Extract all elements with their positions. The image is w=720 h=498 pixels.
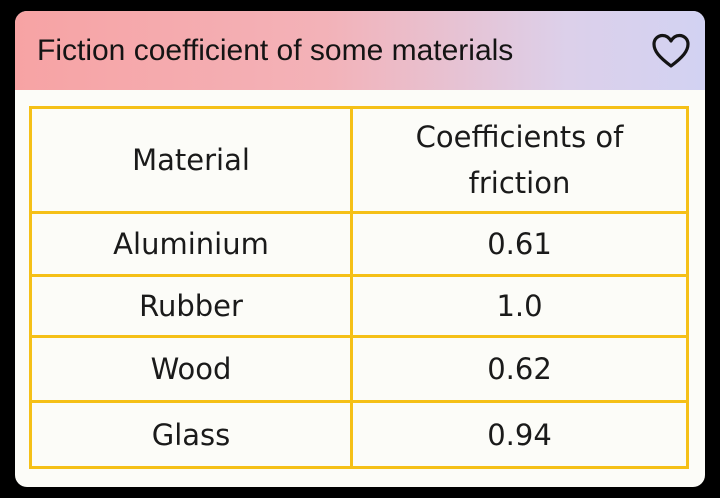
- coefficient-cell: 0.94: [350, 400, 689, 469]
- column-header-coefficient-label: Coefficients of friction: [415, 120, 624, 200]
- table-row: Aluminium 0.61: [29, 211, 689, 277]
- material-cell: Wood: [29, 335, 353, 403]
- card: Fiction coefficient of some materials Ma…: [15, 11, 705, 487]
- coefficient-cell: 1.0: [350, 274, 689, 338]
- table-row: Wood 0.62: [29, 335, 689, 403]
- coefficient-cell: 0.61: [350, 211, 689, 277]
- friction-table-container: Material Coefficients of friction Alumin…: [29, 106, 689, 469]
- column-header-coefficient: Coefficients of friction: [350, 106, 689, 214]
- card-header: Fiction coefficient of some materials: [15, 11, 705, 90]
- column-header-material: Material: [29, 106, 353, 214]
- heart-outline-icon[interactable]: [651, 33, 691, 69]
- friction-table: Material Coefficients of friction Alumin…: [29, 106, 689, 469]
- coefficient-cell: 0.62: [350, 335, 689, 403]
- material-cell: Glass: [29, 400, 353, 469]
- table-row: Glass 0.94: [29, 400, 689, 469]
- table-row: Rubber 1.0: [29, 274, 689, 338]
- page-title: Fiction coefficient of some materials: [37, 34, 514, 67]
- material-cell: Aluminium: [29, 211, 353, 277]
- material-cell: Rubber: [29, 274, 353, 338]
- table-header-row: Material Coefficients of friction: [29, 106, 689, 214]
